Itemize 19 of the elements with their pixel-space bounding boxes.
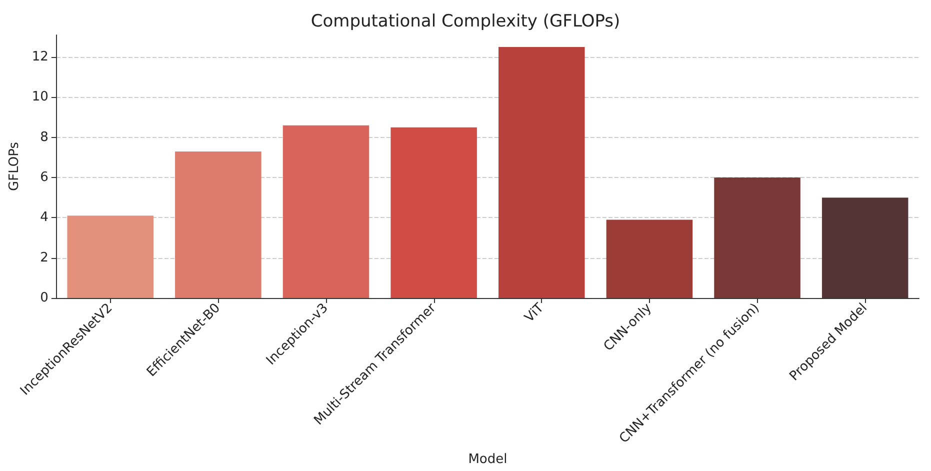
- chart-title: Computational Complexity (GFLOPs): [310, 12, 620, 32]
- bar: [498, 47, 585, 298]
- y-tick-label: 10: [32, 90, 48, 105]
- y-tick-label: 0: [40, 290, 48, 306]
- bar: [67, 216, 154, 298]
- y-axis-title: GFLOPs: [7, 142, 22, 191]
- x-tick-label: ViT: [522, 300, 547, 326]
- bar: [282, 125, 370, 298]
- bar: [714, 178, 800, 298]
- bar: [822, 198, 908, 298]
- y-tick-label: 8: [40, 130, 48, 145]
- x-axis-title: Model: [468, 452, 508, 467]
- y-tick-label: 2: [40, 250, 48, 266]
- bar: [606, 220, 693, 298]
- bar: [390, 127, 477, 298]
- y-tick-label: 4: [40, 210, 48, 226]
- bar: [175, 151, 262, 298]
- y-tick-label: 6: [40, 170, 48, 186]
- y-tick-label: 12: [32, 50, 48, 65]
